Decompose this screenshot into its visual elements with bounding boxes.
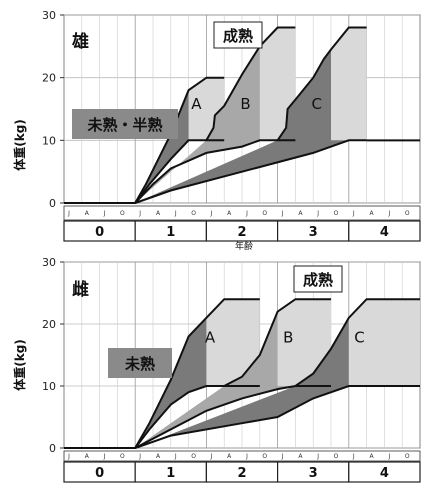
age-label: 2 xyxy=(237,225,246,240)
mature-region-c xyxy=(348,299,420,386)
month-label: J xyxy=(352,453,355,460)
y-tick-label: 10 xyxy=(42,134,56,147)
month-label: A xyxy=(85,210,90,217)
month-label: O xyxy=(262,210,267,217)
series-label-b: B xyxy=(240,95,250,113)
month-label: O xyxy=(262,453,267,460)
month-label: A xyxy=(370,210,375,217)
month-label: O xyxy=(120,210,125,217)
month-label: J xyxy=(138,210,141,217)
month-label: O xyxy=(405,453,410,460)
band-a xyxy=(64,77,225,203)
age-label: 1 xyxy=(166,225,175,240)
month-label: A xyxy=(227,453,232,460)
curve-lower-a xyxy=(64,385,260,449)
curve-upper-c xyxy=(294,298,420,387)
mature-region-a xyxy=(206,299,260,386)
age-label: 2 xyxy=(237,466,246,481)
y-tick-label: 20 xyxy=(42,318,56,331)
age-label: 3 xyxy=(309,225,318,240)
month-label: J xyxy=(103,453,106,460)
male-y-axis-label: 体重(kg) xyxy=(12,119,27,171)
month-label: A xyxy=(156,453,161,460)
month-label: O xyxy=(191,453,196,460)
month-label: J xyxy=(388,453,391,460)
age-label: 3 xyxy=(309,466,318,481)
month-label: J xyxy=(352,210,355,217)
series-label-a: A xyxy=(205,329,216,347)
month-label: A xyxy=(85,453,90,460)
curve-upper-b xyxy=(205,26,296,141)
month-label: J xyxy=(210,453,213,460)
female-chart: A B C 0 10 20 30 J A J O J A J O J A J O J A J O J A J O 0 1 2 3 4 xyxy=(42,256,421,483)
month-label: O xyxy=(334,210,339,217)
month-label: A xyxy=(298,453,303,460)
female-sex-label: 雌 xyxy=(72,279,89,300)
month-label: J xyxy=(245,210,248,217)
age-label: 1 xyxy=(166,466,175,481)
month-strip xyxy=(63,450,421,462)
x-axis-label: 年齢 xyxy=(235,240,253,252)
curve-upper-b xyxy=(223,298,331,387)
series-label-a: A xyxy=(191,95,202,113)
month-label: J xyxy=(210,210,213,217)
female-mature-box xyxy=(293,265,343,293)
month-label: J xyxy=(67,210,70,217)
month-label: A xyxy=(227,210,232,217)
male-immature-label: 未熟・半熟 xyxy=(86,116,162,134)
male-mature-label: 成熟 xyxy=(223,27,253,45)
mature-region-b xyxy=(277,299,331,386)
male-mature-box xyxy=(213,21,263,49)
y-tick-label: 10 xyxy=(42,380,56,393)
male-sex-label: 雄 xyxy=(71,31,89,52)
curve-upper-c xyxy=(276,26,367,141)
month-label: O xyxy=(191,210,196,217)
series-label-c: C xyxy=(312,95,322,113)
series-label-b: B xyxy=(283,329,293,347)
y-tick-label: 0 xyxy=(49,197,56,210)
month-strip xyxy=(63,205,421,221)
age-label: 0 xyxy=(95,225,104,240)
month-label: J xyxy=(67,453,70,460)
series-label-c: C xyxy=(354,329,364,347)
curve-lower-b xyxy=(134,139,296,204)
female-y-axis-label: 体重(kg) xyxy=(12,339,27,391)
female-immature-label: 未熟 xyxy=(124,355,155,373)
month-label: J xyxy=(174,453,177,460)
month-label: O xyxy=(405,210,410,217)
y-tick-label: 30 xyxy=(42,9,56,22)
month-label: J xyxy=(103,210,106,217)
y-tick-label: 0 xyxy=(49,442,56,455)
month-label: J xyxy=(245,453,248,460)
month-label: J xyxy=(388,210,391,217)
y-tick-label: 20 xyxy=(42,72,56,85)
month-label: A xyxy=(298,210,303,217)
month-label: J xyxy=(316,210,319,217)
age-label: 4 xyxy=(380,466,389,481)
month-label: J xyxy=(281,210,284,217)
month-label: A xyxy=(370,453,375,460)
curve-lower-c xyxy=(134,139,367,204)
age-label: 4 xyxy=(380,225,389,240)
age-box xyxy=(348,461,421,483)
month-label: J xyxy=(138,453,141,460)
male-immature-box xyxy=(72,109,178,139)
age-label: 0 xyxy=(95,466,104,481)
month-label: J xyxy=(174,210,177,217)
month-label: O xyxy=(334,453,339,460)
curve-lower-c xyxy=(134,385,420,449)
y-tick-label: 30 xyxy=(42,256,56,269)
female-immature-box xyxy=(108,348,172,378)
mature-region-c xyxy=(331,27,367,141)
month-label: O xyxy=(120,453,125,460)
month-label: A xyxy=(156,210,161,217)
month-label: J xyxy=(281,453,284,460)
month-label: J xyxy=(316,453,319,460)
age-box xyxy=(348,220,421,242)
female-mature-label: 成熟 xyxy=(303,271,333,289)
